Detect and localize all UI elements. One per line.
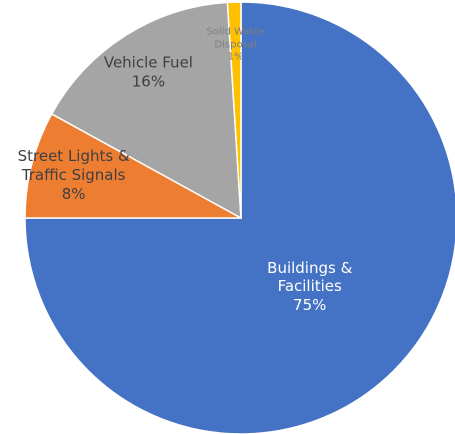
pie-slice (24, 112, 242, 219)
value-label: 8% (61, 184, 86, 203)
category-label: Street Lights & Traffic Signals (17, 146, 130, 184)
pie-slice (50, 1, 242, 220)
value-label: 16% (131, 72, 166, 91)
slice-label: Buildings & Facilities 75% (267, 259, 352, 315)
category-label: Vehicle Fuel (103, 53, 193, 72)
value-label: 1% (227, 51, 244, 63)
slice-label: Street Lights & Traffic Signals 8% (18, 147, 130, 203)
category-label: Solid Waste Disposal (206, 26, 265, 51)
category-label: Buildings & Facilities (267, 258, 353, 296)
value-label: 75% (293, 296, 327, 315)
pie-slice (226, 1, 242, 219)
slice-label: Solid Waste Disposal 1% (206, 27, 264, 65)
slice-label: Vehicle Fuel 16% (104, 53, 193, 91)
